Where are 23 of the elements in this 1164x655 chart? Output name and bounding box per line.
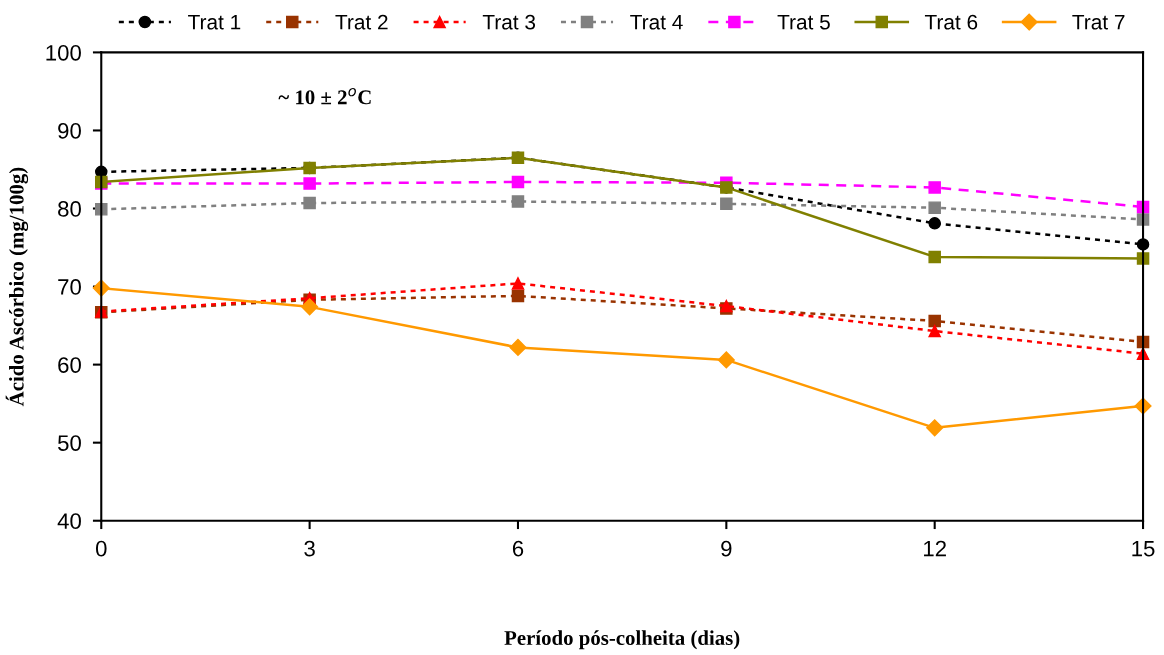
annotation: ~ 10 ± 2$^{o}$C (278, 87, 371, 105)
y-tick-label: 50 (58, 435, 81, 451)
x-axis-title: Período pós-colheita (dias) (504, 630, 740, 650)
y-axis-title: Ácido Ascórbico (mg/100g) (5, 167, 29, 407)
legend-label: Trat 1 (188, 14, 241, 30)
legend-label: Trat 5 (777, 14, 830, 30)
legend-label: Trat 7 (1072, 14, 1125, 30)
x-tick-label: 0 (95, 540, 107, 557)
x-tick-label: 3 (304, 540, 315, 557)
x-tick-label: 6 (512, 540, 524, 557)
legend-label: Trat 6 (924, 14, 978, 30)
y-tick-label: 80 (58, 201, 81, 217)
legend-label: Trat 2 (335, 14, 388, 30)
y-tick-label: 40 (57, 513, 81, 529)
y-tick-label: 100 (46, 44, 81, 61)
x-tick-label: 12 (924, 540, 946, 557)
x-tick-label: 9 (721, 540, 732, 557)
x-tick-label: 15 (1132, 540, 1155, 557)
y-tick-label: 60 (58, 357, 81, 373)
y-tick-label: 90 (58, 122, 81, 139)
y-tick-label: 70 (58, 279, 81, 295)
legend-label: Trat 4 (630, 14, 683, 30)
legend-label: Trat 3 (482, 14, 536, 30)
